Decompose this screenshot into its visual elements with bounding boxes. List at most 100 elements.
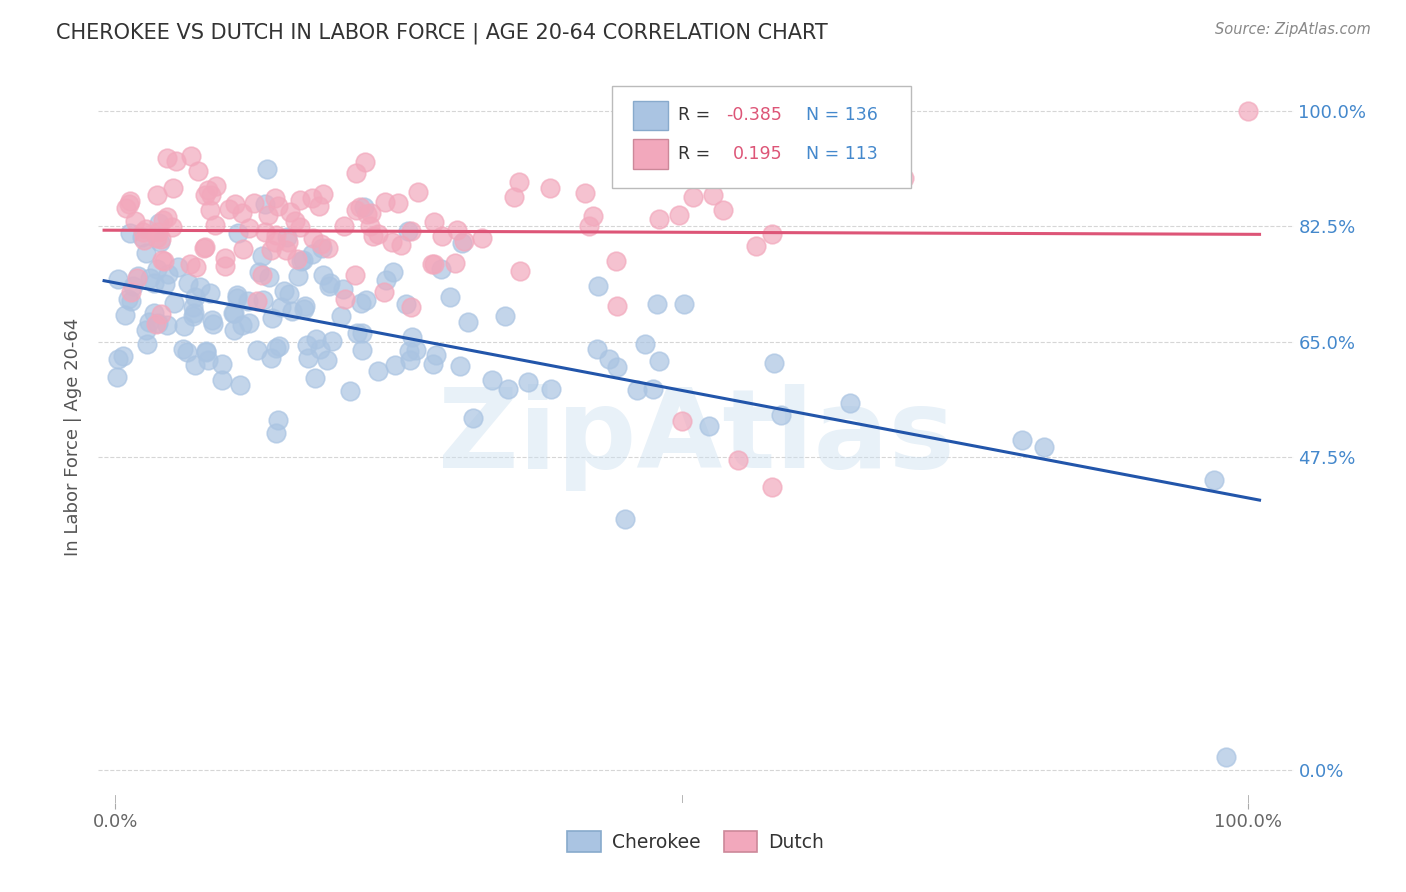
Point: [162, 220, 184, 235]
Point: [354, 293, 377, 307]
Point: [309, 342, 332, 356]
Point: [387, 195, 409, 210]
Point: [135, 323, 157, 337]
Point: [294, 299, 316, 313]
Text: N = 136: N = 136: [806, 106, 877, 124]
Point: [290, 219, 312, 234]
Point: [259, 269, 281, 284]
Point: [449, 359, 471, 373]
Point: [343, 268, 366, 282]
Point: [150, 252, 173, 267]
Point: [648, 212, 671, 227]
Point: [262, 311, 284, 326]
Point: [132, 226, 155, 240]
Point: [394, 296, 416, 310]
Point: [361, 229, 384, 244]
Point: [353, 155, 375, 169]
Point: [156, 151, 179, 165]
Point: [252, 249, 274, 263]
Point: [287, 268, 309, 283]
Point: [226, 291, 249, 305]
Point: [605, 254, 627, 268]
Point: [285, 252, 308, 267]
Point: [263, 191, 285, 205]
Point: [305, 332, 328, 346]
Point: [353, 200, 375, 214]
Point: [389, 238, 412, 252]
Point: [640, 156, 662, 170]
Point: [643, 382, 665, 396]
Point: [1033, 440, 1056, 454]
Point: [150, 306, 173, 320]
Point: [399, 300, 422, 314]
Point: [450, 235, 472, 250]
Point: [167, 260, 190, 275]
Point: [127, 268, 149, 283]
Point: [187, 164, 209, 178]
Point: [179, 257, 201, 271]
Point: [156, 210, 179, 224]
Point: [176, 344, 198, 359]
Point: [120, 294, 142, 309]
Point: [253, 225, 276, 239]
Point: [264, 425, 287, 440]
Point: [195, 344, 218, 359]
Point: [118, 227, 141, 241]
Point: [105, 369, 128, 384]
Point: [131, 229, 153, 244]
Point: [214, 259, 236, 273]
Point: [344, 202, 367, 217]
Point: [284, 214, 307, 228]
Point: [238, 317, 260, 331]
Point: [197, 353, 219, 368]
Point: [381, 265, 404, 279]
Point: [149, 235, 172, 250]
Point: [301, 247, 323, 261]
Point: [222, 322, 245, 336]
Point: [360, 205, 382, 219]
Point: [302, 231, 325, 245]
Point: [290, 193, 312, 207]
Point: [697, 418, 720, 433]
Point: [295, 338, 318, 352]
Point: [309, 236, 332, 251]
Point: [148, 316, 170, 330]
Point: [184, 290, 207, 304]
Point: [335, 292, 357, 306]
Point: [444, 256, 467, 270]
Point: [398, 343, 420, 358]
Point: [252, 268, 274, 283]
Point: [356, 207, 378, 221]
Point: [494, 310, 516, 324]
Point: [153, 277, 176, 292]
Point: [243, 196, 266, 211]
Point: [222, 306, 245, 320]
Point: [236, 294, 259, 309]
Point: [153, 253, 176, 268]
Point: [188, 279, 211, 293]
Point: [446, 223, 468, 237]
Point: [135, 221, 157, 235]
Point: [198, 285, 221, 300]
Point: [316, 241, 339, 255]
Point: [457, 315, 479, 329]
Point: [107, 271, 129, 285]
Point: [281, 303, 304, 318]
Point: [586, 279, 609, 293]
Point: [339, 384, 361, 399]
Point: [308, 199, 330, 213]
Point: [399, 224, 422, 238]
Point: [453, 234, 475, 248]
Point: [425, 348, 447, 362]
Point: [246, 293, 269, 308]
Point: [769, 408, 792, 422]
Point: [471, 231, 494, 245]
Point: [114, 201, 136, 215]
Point: [344, 166, 367, 180]
Point: [120, 285, 142, 300]
Point: [232, 242, 254, 256]
Point: [138, 315, 160, 329]
Point: [201, 313, 224, 327]
Point: [214, 251, 236, 265]
Text: R =: R =: [678, 106, 716, 124]
